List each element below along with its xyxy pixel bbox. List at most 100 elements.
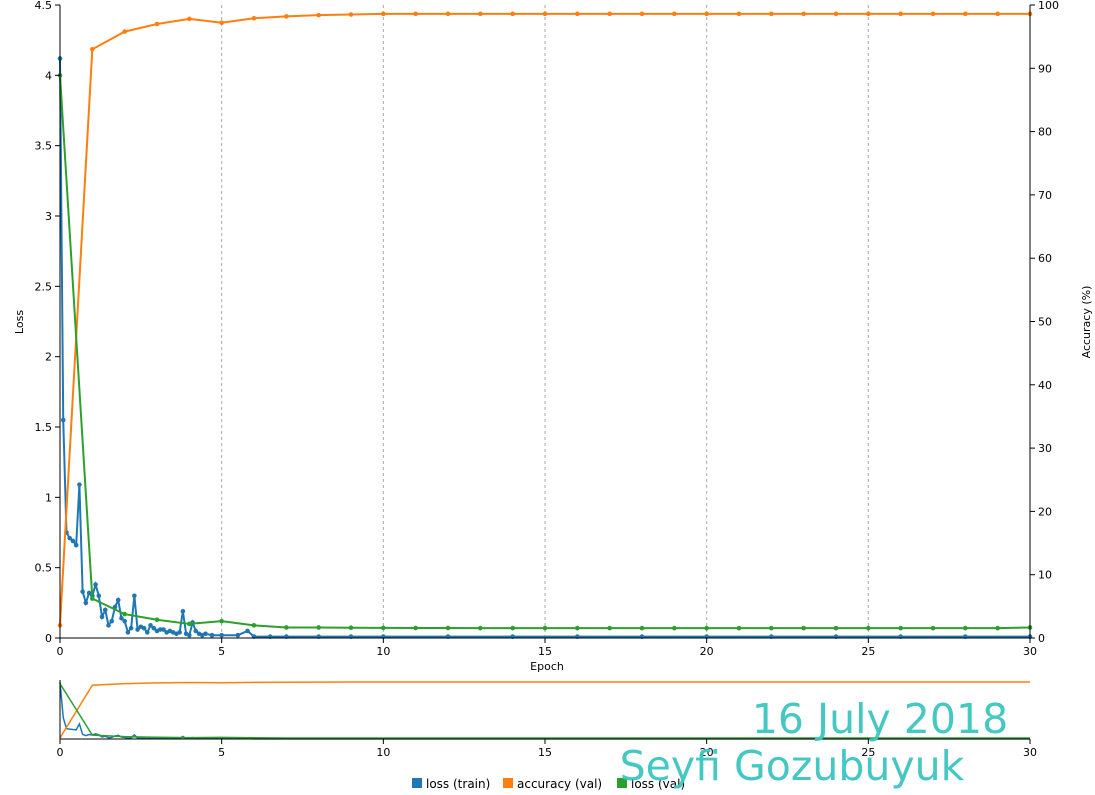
point-accuracy-val <box>542 11 548 17</box>
point-accuracy-val <box>413 11 418 17</box>
right-y-tick-100: 100 <box>1030 0 1059 12</box>
point-accuracy-val <box>510 11 515 17</box>
overview-x-tick-20: 20 <box>700 739 714 759</box>
point-loss-val <box>122 611 127 617</box>
left-y-tick-label: 0 <box>45 632 52 645</box>
point-loss-val <box>995 625 1000 631</box>
point-accuracy-val <box>995 11 1000 17</box>
point-loss-train <box>86 590 92 596</box>
left-y-tick-1.5: 1.5 <box>35 421 60 434</box>
point-loss-val <box>930 625 936 631</box>
overview-x-tick-25: 25 <box>861 739 875 759</box>
left-y-tick-label: 1.5 <box>35 421 53 434</box>
x-axis-label: Epoch <box>530 660 564 673</box>
point-loss-train <box>73 542 79 548</box>
point-accuracy-val <box>122 29 127 34</box>
point-accuracy-val <box>736 11 742 17</box>
x-tick-0: 0 <box>57 638 64 658</box>
x-tick-20: 20 <box>700 638 714 658</box>
point-loss-val <box>866 625 871 631</box>
watermark-date: 16 July 2018 <box>752 695 1008 743</box>
point-loss-train <box>128 625 134 631</box>
right-y-tick-20: 20 <box>1030 505 1052 518</box>
right-y-tick-70: 70 <box>1030 189 1052 202</box>
point-accuracy-val <box>316 12 321 18</box>
right-y-tick-90: 90 <box>1030 62 1052 75</box>
point-loss-train <box>67 535 72 541</box>
point-loss-train <box>122 618 127 624</box>
main-plot-series <box>57 11 1033 639</box>
point-loss-train <box>77 482 82 487</box>
right-y-tick-label: 80 <box>1038 126 1052 139</box>
point-loss-train <box>80 589 85 594</box>
overview-x-tick-label: 5 <box>218 746 225 759</box>
point-loss-train <box>109 618 115 624</box>
legend-label: loss (train) <box>426 777 490 791</box>
right-y-tick-50: 50 <box>1030 316 1052 329</box>
x-tick-label: 0 <box>57 645 64 658</box>
point-accuracy-val <box>154 21 160 27</box>
point-loss-val <box>90 596 95 601</box>
x-tick-25: 25 <box>861 638 875 658</box>
left-y-tick-3.5: 3.5 <box>35 140 60 153</box>
x-tick-5: 5 <box>218 638 225 658</box>
point-loss-val <box>478 625 483 631</box>
left-y-tick-label: 1 <box>45 491 52 504</box>
overview-x-tick-10: 10 <box>376 739 390 759</box>
legend-item: loss (train) <box>412 777 490 791</box>
point-loss-val <box>510 625 515 631</box>
point-loss-val <box>769 625 774 631</box>
overview-x-tick-label: 25 <box>861 746 875 759</box>
point-loss-train <box>141 625 147 631</box>
right-y-tick-label: 70 <box>1038 189 1052 202</box>
point-loss-train <box>132 593 137 599</box>
point-loss-train <box>157 627 163 632</box>
legend: loss (train) accuracy (val) loss (val) <box>412 777 685 791</box>
left-y-tick-1: 1 <box>45 491 60 504</box>
point-accuracy-val <box>833 11 839 17</box>
point-accuracy-val <box>963 11 968 17</box>
point-loss-train <box>161 627 166 632</box>
point-loss-train <box>180 608 186 614</box>
legend-label: accuracy (val) <box>517 777 602 791</box>
point-accuracy-val <box>478 11 483 17</box>
watermark-author: Seyfi Gozubuyuk <box>620 742 965 790</box>
point-loss-train <box>83 600 89 606</box>
right-y-tick-60: 60 <box>1030 252 1052 265</box>
right-y-tick-label: 30 <box>1038 442 1052 455</box>
legend-swatch <box>503 778 513 788</box>
left-y-tick-label: 4 <box>45 69 52 82</box>
right-y-tick-40: 40 <box>1030 379 1052 392</box>
point-accuracy-val <box>639 11 645 17</box>
point-loss-val <box>607 625 612 631</box>
point-loss-train <box>115 597 121 603</box>
series-line-loss-val <box>59 683 1031 739</box>
point-accuracy-val <box>90 47 95 52</box>
x-tick-label: 30 <box>1023 645 1037 658</box>
point-loss-val <box>219 618 224 624</box>
right-y-tick-label: 0 <box>1038 632 1045 645</box>
point-accuracy-val <box>930 11 936 17</box>
left-y-tick-2.5: 2.5 <box>35 280 60 293</box>
x-tick-label: 20 <box>700 645 714 658</box>
point-loss-val <box>672 625 677 631</box>
point-loss-val <box>284 625 289 630</box>
point-loss-val <box>542 625 548 631</box>
point-accuracy-val <box>251 15 257 21</box>
right-y-tick-10: 10 <box>1030 569 1052 582</box>
point-accuracy-val <box>284 14 289 19</box>
point-loss-train <box>148 623 153 628</box>
point-loss-val <box>898 625 903 631</box>
point-loss-train <box>235 632 241 638</box>
left-y-tick-0.5: 0.5 <box>35 562 60 575</box>
left-y-tick-4: 4 <box>45 69 60 82</box>
left-y-tick-label: 3 <box>45 210 52 223</box>
overview-x-tick-label: 30 <box>1023 746 1037 759</box>
overview-x-tick-label: 20 <box>700 746 714 759</box>
point-loss-train <box>245 628 250 634</box>
point-loss-val <box>381 625 386 631</box>
point-loss-val <box>445 625 451 631</box>
point-accuracy-val <box>801 11 806 17</box>
point-accuracy-val <box>672 11 677 17</box>
point-loss-train <box>135 627 140 632</box>
